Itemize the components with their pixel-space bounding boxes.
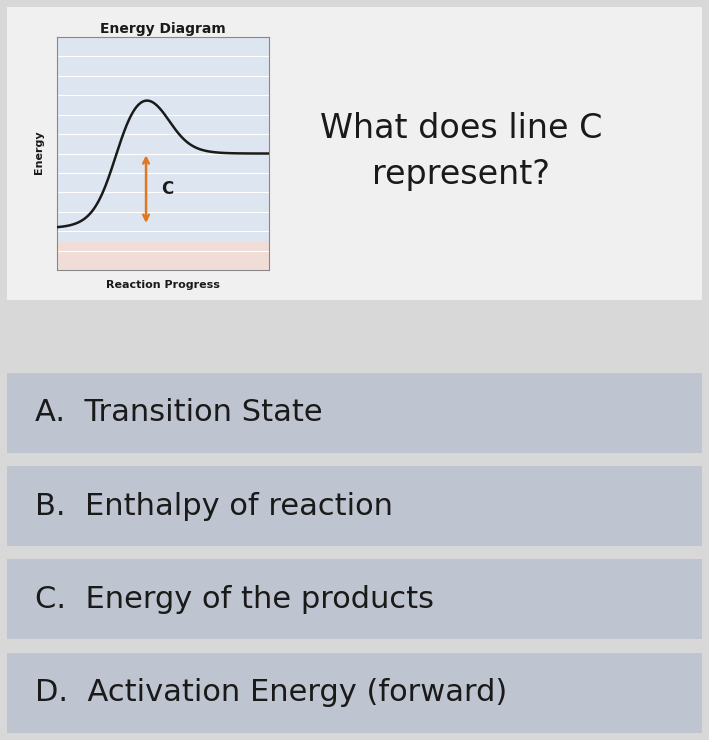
Bar — [57, 242, 269, 270]
Title: Energy Diagram: Energy Diagram — [100, 22, 226, 36]
Text: C.  Energy of the products: C. Energy of the products — [35, 585, 434, 614]
FancyBboxPatch shape — [11, 564, 698, 635]
FancyBboxPatch shape — [11, 377, 698, 448]
Text: C: C — [161, 180, 173, 198]
Text: Reaction Progress: Reaction Progress — [106, 280, 220, 290]
Text: What does line C
represent?: What does line C represent? — [320, 112, 602, 191]
FancyBboxPatch shape — [11, 471, 698, 542]
Text: D.  Activation Energy (forward): D. Activation Energy (forward) — [35, 678, 507, 707]
FancyBboxPatch shape — [11, 657, 698, 728]
Text: A.  Transition State: A. Transition State — [35, 398, 323, 428]
Text: B.  Enthalpy of reaction: B. Enthalpy of reaction — [35, 491, 393, 521]
Text: Energy: Energy — [34, 130, 44, 173]
